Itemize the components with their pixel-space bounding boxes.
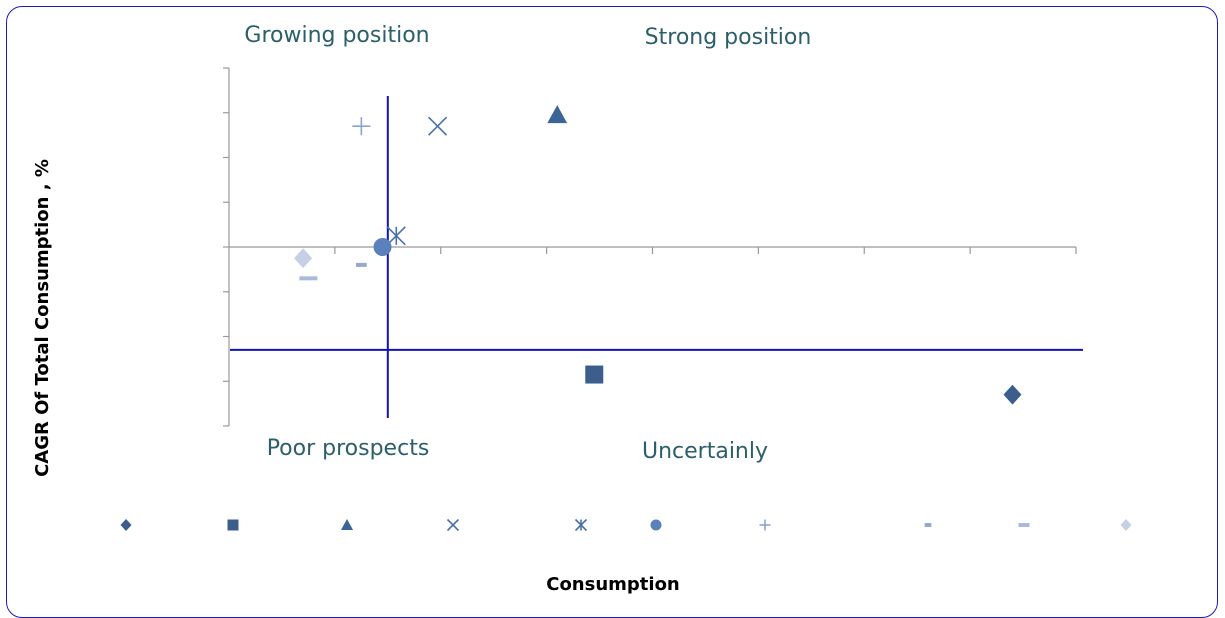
legend-marker-4 [446,518,460,532]
data-points [294,105,1022,405]
data-point-5 [386,226,406,246]
data-point-1 [1003,384,1022,405]
quadrant-label-bottom-right: Uncertainly [642,439,768,464]
legend-marker-6 [650,519,662,531]
quadrant-label-top-left: Growing position [244,23,429,48]
legend-marker-8 [924,523,932,527]
quadrant-label-bottom-left: Poor prospects [267,436,430,461]
data-point-9 [299,276,318,281]
legend-marker-9 [1018,523,1030,527]
data-point-3 [547,105,568,124]
data-point-7 [352,117,371,136]
data-point-8 [355,262,367,267]
data-point-4 [428,116,448,136]
quadrant-label-top-right: Strong position [645,25,812,50]
legend [120,518,1132,532]
quadrant-dividers [230,96,1083,418]
data-point-2 [585,365,604,384]
data-point-6 [373,238,392,256]
axes [223,67,1077,427]
legend-marker-2 [227,519,239,531]
legend-marker-7 [759,519,771,531]
y-axis-title: CAGR Of Total Consumption , % [32,159,53,477]
legend-marker-10 [1120,518,1132,532]
legend-marker-3 [340,518,354,530]
data-point-10 [294,248,313,269]
legend-marker-1 [120,518,132,532]
x-axis-title: Consumption [546,574,680,595]
legend-marker-5 [574,518,588,532]
